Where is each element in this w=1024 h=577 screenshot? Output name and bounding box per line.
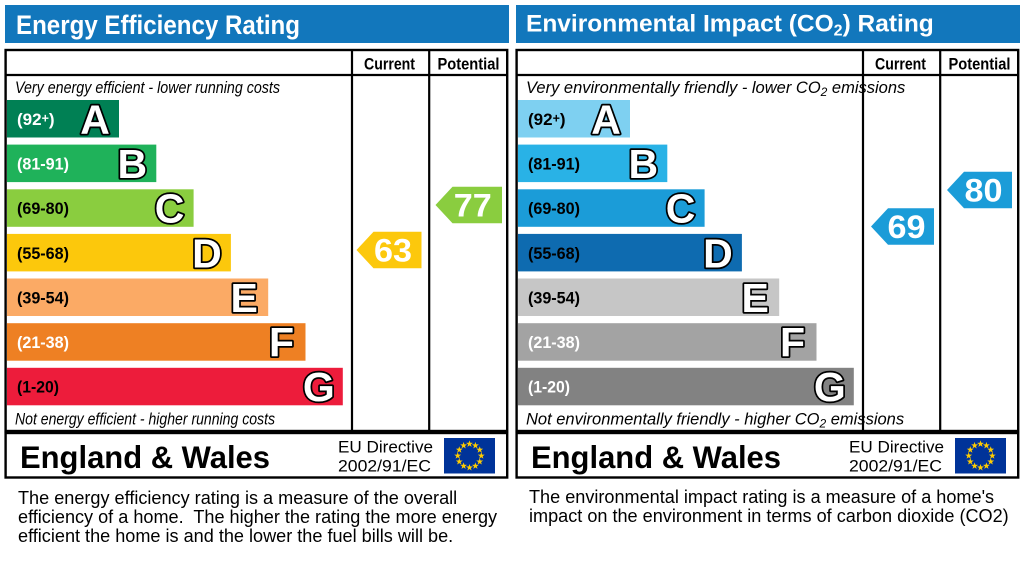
- svg-text:F: F: [780, 320, 805, 366]
- svg-text:(21-38): (21-38): [17, 333, 69, 352]
- svg-text:Current: Current: [875, 56, 926, 74]
- svg-text:77: 77: [454, 188, 492, 224]
- svg-text:D: D: [192, 230, 222, 276]
- svg-text:(69-80): (69-80): [17, 199, 69, 218]
- svg-text:F: F: [269, 320, 294, 366]
- svg-text:B: B: [117, 141, 147, 187]
- svg-text:2002/91/EC: 2002/91/EC: [849, 457, 942, 476]
- svg-text:E: E: [742, 275, 769, 321]
- svg-text:(81-91): (81-91): [528, 155, 580, 174]
- svg-text:80: 80: [965, 173, 1003, 209]
- svg-text:A: A: [80, 96, 110, 142]
- svg-text:Very environmentally friendly: Very environmentally friendly - lower CO…: [526, 79, 905, 99]
- svg-text:Not energy efficient - higher: Not energy efficient - higher running co…: [15, 411, 275, 429]
- svg-text:Very energy efficient - lower: Very energy efficient - lower running co…: [15, 79, 280, 97]
- svg-text:(39-54): (39-54): [17, 288, 69, 307]
- svg-text:Not environmentally friendly -: Not environmentally friendly - higher CO…: [526, 411, 904, 431]
- svg-text:63: 63: [374, 233, 412, 269]
- svg-text:69: 69: [888, 209, 926, 245]
- svg-text:Energy Efficiency Rating: Energy Efficiency Rating: [16, 10, 300, 40]
- svg-text:(1-20): (1-20): [528, 378, 570, 397]
- svg-text:England & Wales: England & Wales: [531, 439, 781, 475]
- svg-text:(55-68): (55-68): [528, 244, 580, 263]
- svg-text:E: E: [231, 275, 258, 321]
- svg-text:D: D: [703, 230, 733, 276]
- svg-text:efficiency of a home. The hig: efficiency of a home. The higher the rat…: [18, 507, 498, 527]
- svg-text:G: G: [814, 364, 846, 410]
- svg-text:(92+): (92+): [17, 110, 55, 129]
- svg-text:C: C: [666, 186, 696, 232]
- svg-text:2002/91/EC: 2002/91/EC: [338, 457, 431, 476]
- svg-text:(39-54): (39-54): [528, 288, 580, 307]
- svg-text:(55-68): (55-68): [17, 244, 69, 263]
- svg-text:C: C: [155, 186, 185, 232]
- svg-text:(92+): (92+): [528, 110, 566, 129]
- svg-text:efficient the home is and the: efficient the home is and the lower the …: [18, 526, 453, 546]
- svg-text:B: B: [628, 141, 658, 187]
- svg-text:EU Directive: EU Directive: [849, 438, 944, 457]
- svg-text:(81-91): (81-91): [17, 155, 69, 174]
- svg-text:Current: Current: [364, 56, 415, 74]
- svg-text:Potential: Potential: [438, 56, 500, 74]
- svg-text:G: G: [303, 364, 335, 410]
- svg-text:EU Directive: EU Directive: [338, 438, 433, 457]
- svg-text:Environmental Impact (CO2) Rat: Environmental Impact (CO2) Rating: [526, 11, 934, 40]
- svg-text:(21-38): (21-38): [528, 333, 580, 352]
- svg-text:(69-80): (69-80): [528, 199, 580, 218]
- svg-text:A: A: [591, 96, 621, 142]
- svg-text:England & Wales: England & Wales: [20, 439, 270, 475]
- svg-text:(1-20): (1-20): [17, 378, 59, 397]
- svg-text:The energy efficiency rating i: The energy efficiency rating is a measur…: [18, 488, 457, 508]
- svg-text:Potential: Potential: [949, 56, 1011, 74]
- svg-text:The environmental impact ratin: The environmental impact rating is a mea…: [529, 487, 994, 507]
- svg-text:impact on the environment in t: impact on the environment in terms of ca…: [529, 506, 1009, 526]
